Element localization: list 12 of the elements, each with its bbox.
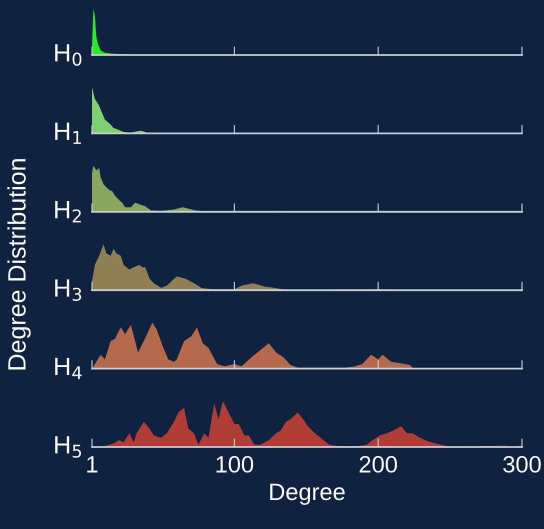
x-axis-title: Degree [270,484,345,505]
text: H$_{3}$ [55,279,82,301]
text: H$_{2}$ [55,201,81,222]
x-tick-label: 1 [87,456,98,472]
text: H$_{0}$ [55,44,82,66]
x-tick-label: 200 [360,456,397,473]
text: H$_{4}$ [55,358,82,380]
y-axis-title: Degree Distribution [7,159,31,370]
text: H$_{1}$ [55,122,81,144]
text: H$_{5}$ [55,436,82,458]
x-tick-label: 100 [216,456,254,473]
x-tick-label: 300 [503,456,541,473]
